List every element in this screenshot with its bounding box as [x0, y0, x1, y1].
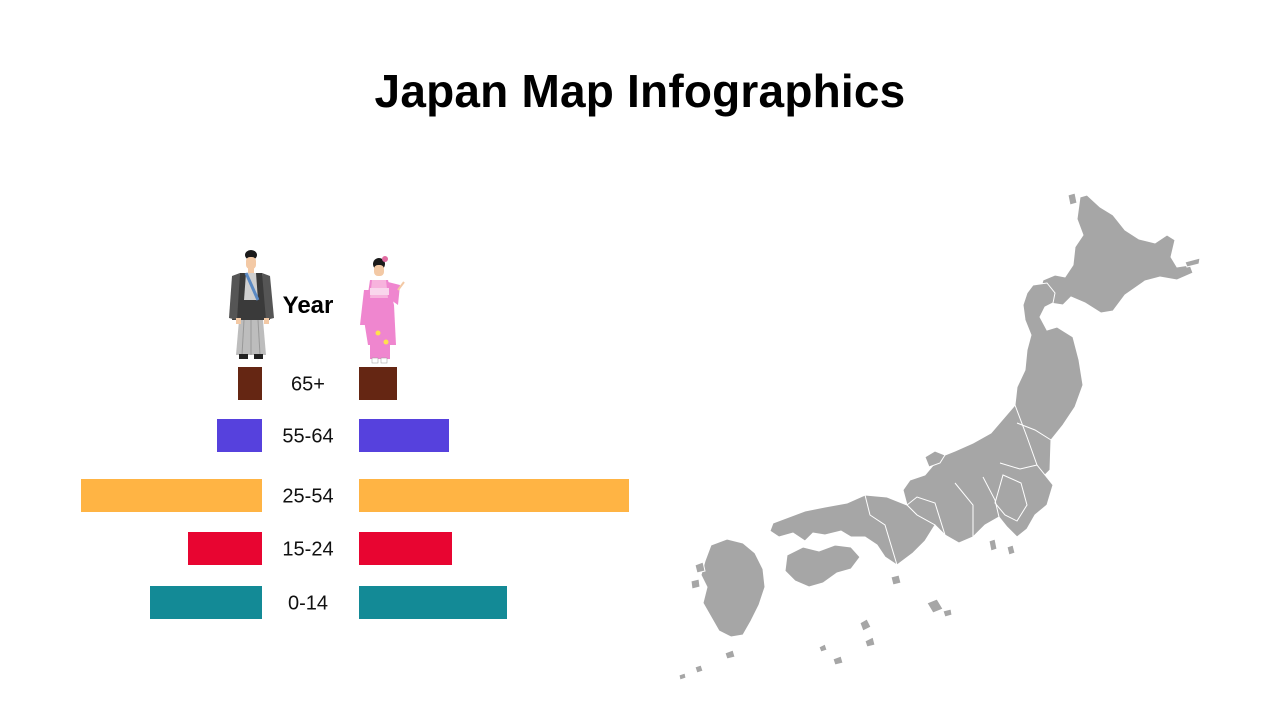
page-title: Japan Map Infographics	[374, 65, 906, 117]
right-series-bars	[359, 367, 629, 619]
category-label: 65+	[291, 374, 325, 396]
header-label: Year	[283, 292, 334, 319]
bar-left-55-64	[217, 419, 262, 452]
bar-right-15-24	[359, 532, 452, 565]
bar-left-25-54	[81, 479, 262, 512]
bar-left-0-14	[150, 586, 262, 619]
woman-kimono-icon	[360, 256, 405, 364]
japan-map-shape	[678, 192, 1201, 681]
category-label: 15-24	[282, 539, 333, 561]
category-label: 0-14	[288, 593, 328, 615]
japan-map	[655, 185, 1205, 690]
category-label: 55-64	[282, 426, 333, 448]
bar-left-15-24	[188, 532, 262, 565]
bar-left-65+	[238, 367, 262, 400]
category-labels: 65+ 55-64 25-54 15-24 0-14	[282, 374, 333, 615]
population-pyramid-chart: Year 65+ 55-64 25-54 15-24 0-14	[81, 250, 629, 619]
bar-right-65+	[359, 367, 397, 400]
bar-right-55-64	[359, 419, 449, 452]
man-kimono-icon	[229, 250, 274, 359]
category-label: 25-54	[282, 486, 333, 508]
bar-right-0-14	[359, 586, 507, 619]
left-series-bars	[81, 367, 262, 619]
bar-right-25-54	[359, 479, 629, 512]
